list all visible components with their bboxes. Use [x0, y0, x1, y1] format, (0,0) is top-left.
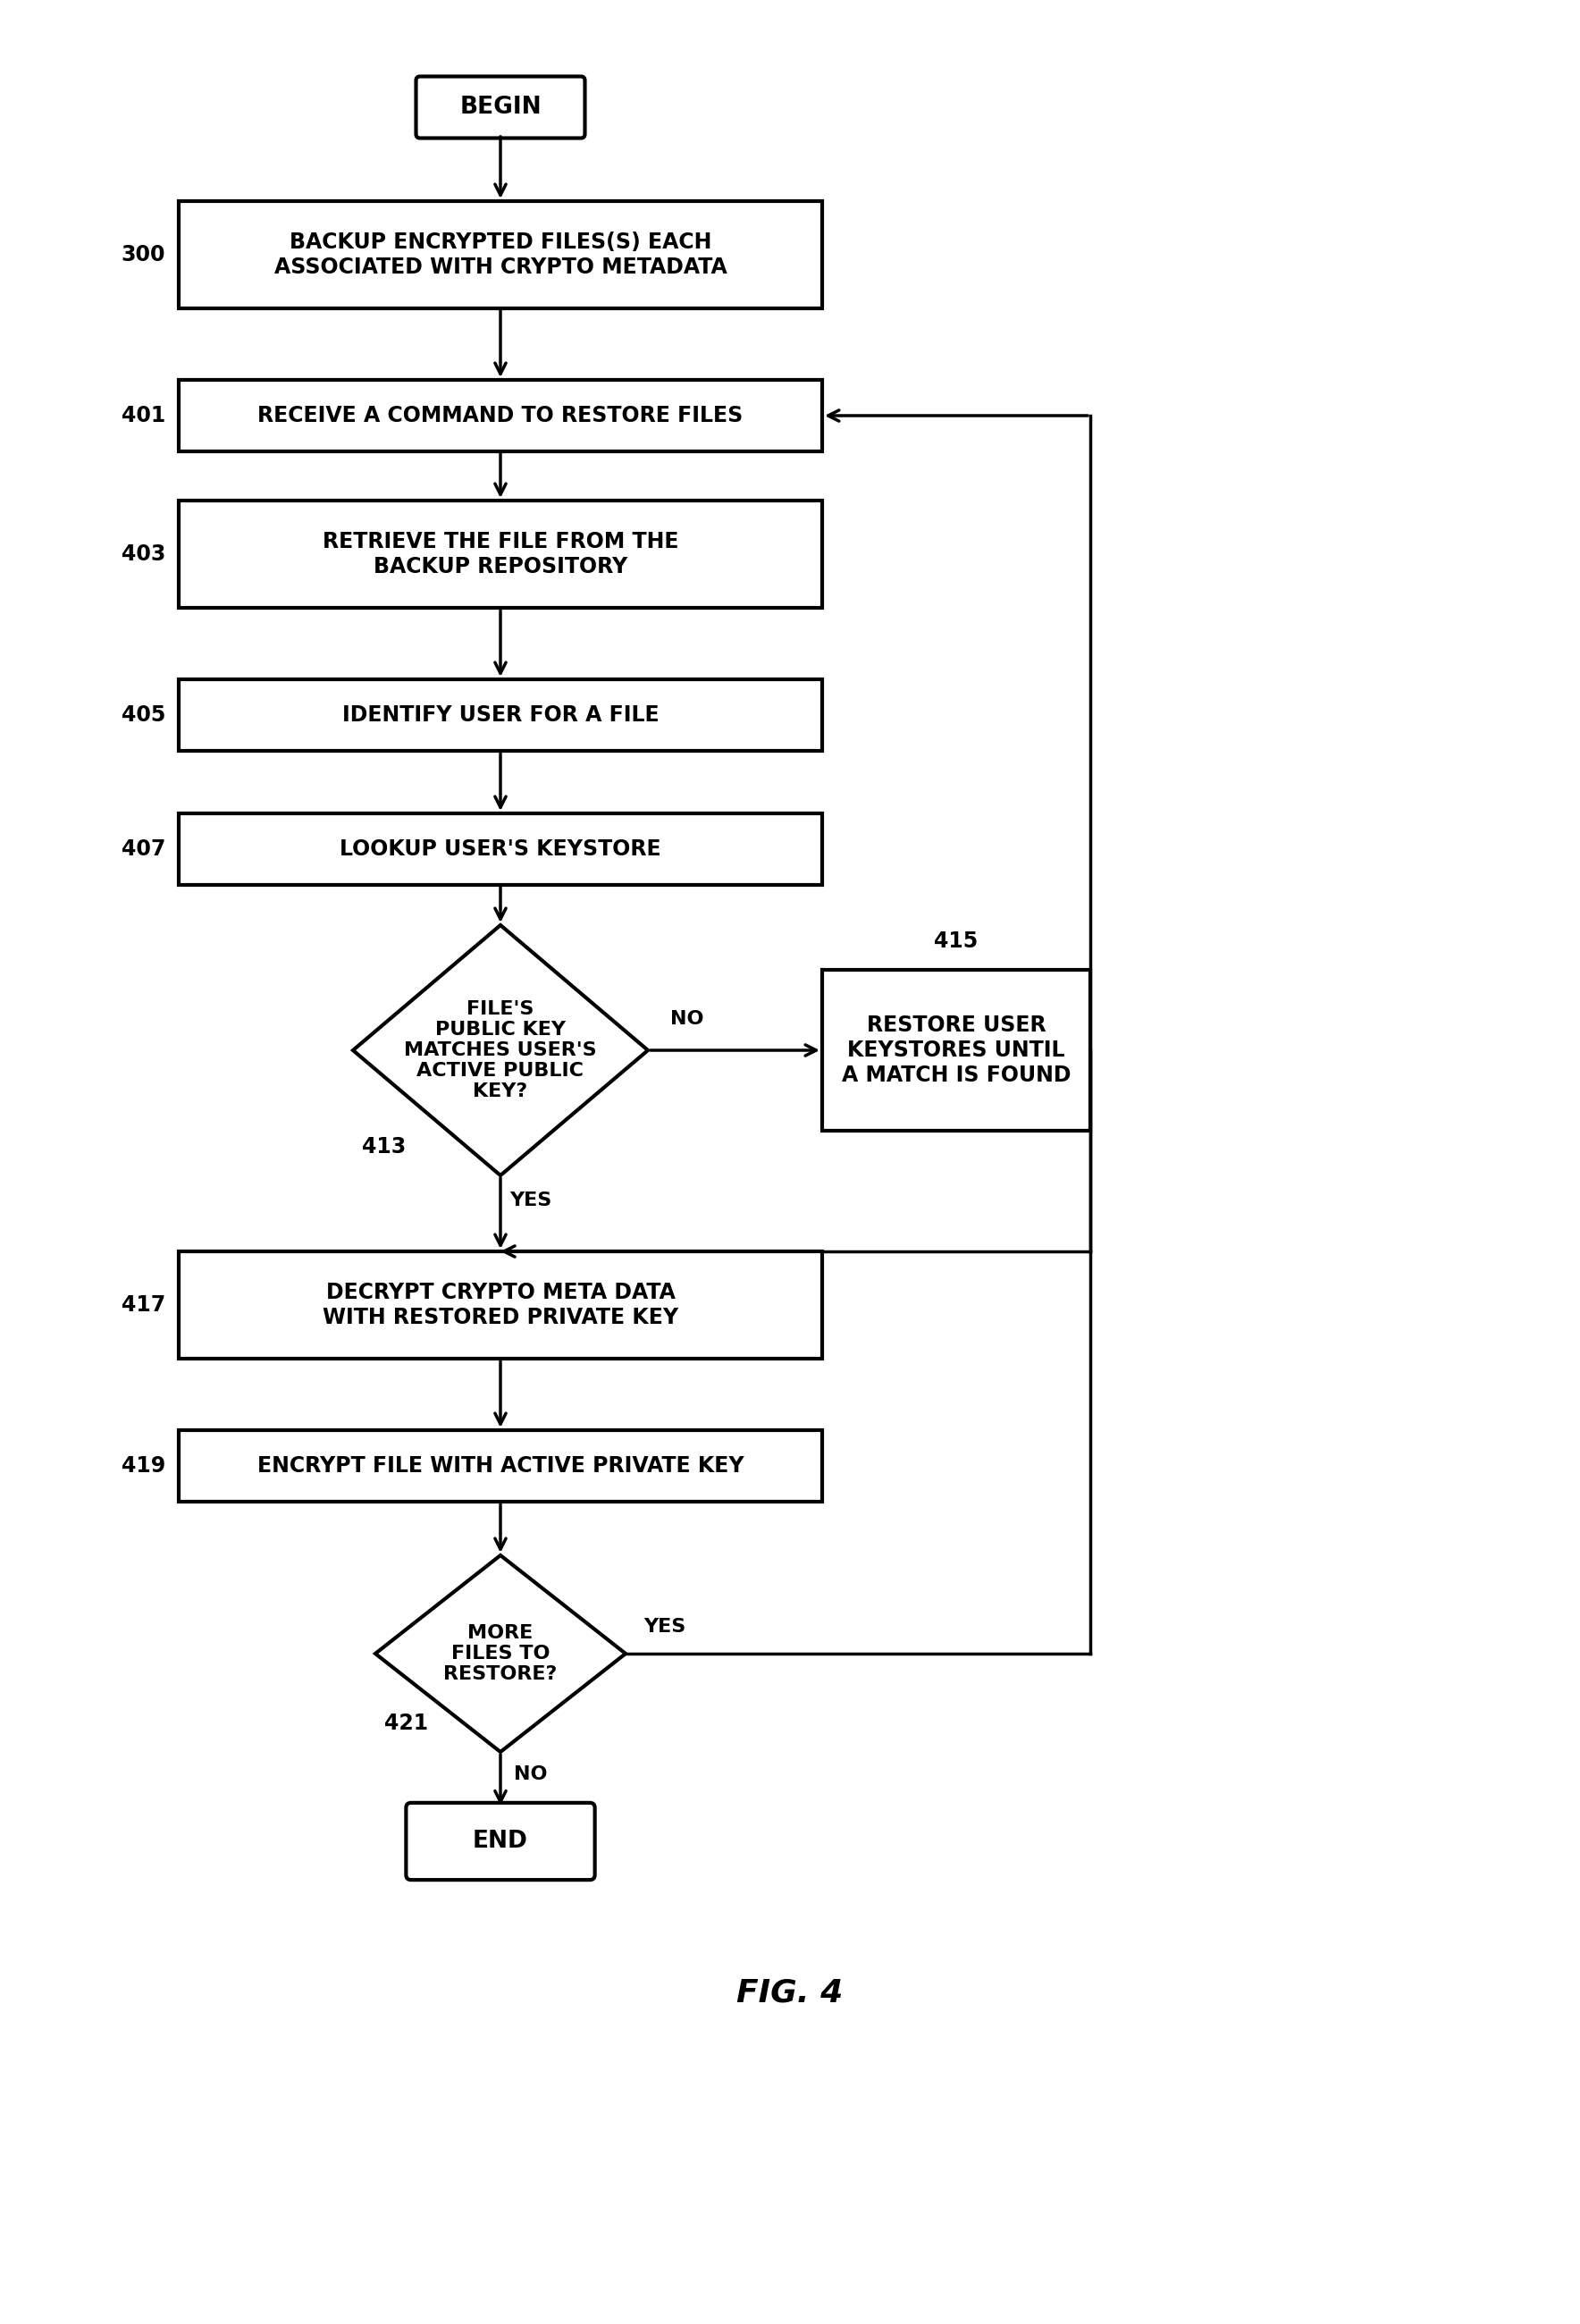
Text: YES: YES — [509, 1192, 551, 1208]
Text: RESTORE USER
KEYSTORES UNTIL
A MATCH IS FOUND: RESTORE USER KEYSTORES UNTIL A MATCH IS … — [842, 1016, 1071, 1085]
FancyBboxPatch shape — [406, 1803, 594, 1880]
Text: 300: 300 — [122, 244, 166, 265]
Text: 421: 421 — [384, 1713, 428, 1734]
Text: DECRYPT CRYPTO META DATA
WITH RESTORED PRIVATE KEY: DECRYPT CRYPTO META DATA WITH RESTORED P… — [322, 1283, 678, 1329]
Bar — [179, 202, 822, 309]
Polygon shape — [352, 925, 648, 1176]
Bar — [179, 1429, 822, 1501]
Text: 403: 403 — [122, 544, 166, 565]
Text: NO: NO — [670, 1011, 703, 1027]
Text: 417: 417 — [122, 1294, 166, 1315]
Text: RETRIEVE THE FILE FROM THE
BACKUP REPOSITORY: RETRIEVE THE FILE FROM THE BACKUP REPOSI… — [322, 530, 678, 576]
Text: FILE'S
PUBLIC KEY
MATCHES USER'S
ACTIVE PUBLIC
KEY?: FILE'S PUBLIC KEY MATCHES USER'S ACTIVE … — [404, 999, 597, 1102]
Bar — [179, 679, 822, 751]
Text: ENCRYPT FILE WITH ACTIVE PRIVATE KEY: ENCRYPT FILE WITH ACTIVE PRIVATE KEY — [258, 1455, 744, 1476]
Text: IDENTIFY USER FOR A FILE: IDENTIFY USER FOR A FILE — [341, 704, 659, 725]
Text: RECEIVE A COMMAND TO RESTORE FILES: RECEIVE A COMMAND TO RESTORE FILES — [258, 404, 743, 425]
Polygon shape — [376, 1555, 626, 1752]
Bar — [822, 969, 1090, 1132]
Text: 413: 413 — [362, 1136, 406, 1157]
Bar — [179, 500, 822, 609]
Text: 405: 405 — [122, 704, 166, 725]
Text: 415: 415 — [934, 930, 978, 953]
Bar — [179, 1250, 822, 1360]
Text: NO: NO — [514, 1766, 547, 1783]
Text: LOOKUP USER'S KEYSTORE: LOOKUP USER'S KEYSTORE — [340, 839, 660, 860]
FancyBboxPatch shape — [416, 77, 585, 137]
Text: YES: YES — [643, 1618, 686, 1636]
Text: MORE
FILES TO
RESTORE?: MORE FILES TO RESTORE? — [444, 1624, 558, 1683]
Text: 401: 401 — [122, 404, 166, 425]
Bar — [179, 379, 822, 451]
Text: 419: 419 — [122, 1455, 166, 1476]
Text: 407: 407 — [122, 839, 166, 860]
Text: BEGIN: BEGIN — [460, 95, 542, 119]
Text: END: END — [472, 1829, 528, 1852]
Text: FIG. 4: FIG. 4 — [736, 1978, 844, 2008]
Text: BACKUP ENCRYPTED FILES(S) EACH
ASSOCIATED WITH CRYPTO METADATA: BACKUP ENCRYPTED FILES(S) EACH ASSOCIATE… — [273, 232, 727, 279]
Bar — [179, 813, 822, 885]
